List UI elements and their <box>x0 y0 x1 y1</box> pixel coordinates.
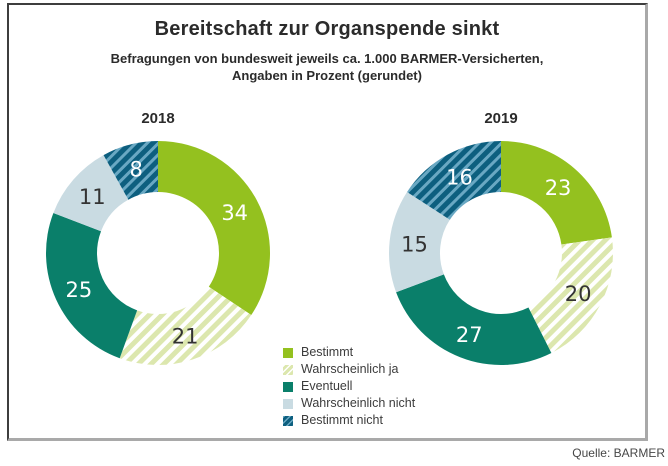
chart-title: Bereitschaft zur Organspende sinkt <box>154 18 500 40</box>
donut-2018-value-eventuell: 25 <box>65 278 92 302</box>
donut-2019-slice-bestimmt-nicht <box>407 141 501 220</box>
donut-2019-slice-eventuell <box>396 274 552 365</box>
chart-subtitle-line2: Angaben in Prozent (gerundet) <box>232 68 422 83</box>
legend-swatch-bestimmt <box>283 347 293 358</box>
donut-2019-year-label: 2019 <box>484 110 518 127</box>
legend-item-wahrscheinlich-nicht: Wahrscheinlich nicht <box>283 395 415 412</box>
chart-subtitle-line1: Befragungen von bundesweit jeweils ca. 1… <box>110 51 544 66</box>
legend-swatch-wahrscheinlich-nicht <box>283 398 293 409</box>
legend-item-bestimmt: Bestimmt <box>283 344 415 361</box>
donut-2018-slice-bestimmt <box>158 141 271 316</box>
donut-2018-year-label: 2018 <box>141 110 175 127</box>
donut-2018-value-bestimmt-nicht: 8 <box>129 158 142 182</box>
legend: Bestimmt Wahrscheinlich ja Eventuell Wah… <box>283 344 415 429</box>
legend-item-bestimmt-nicht: Bestimmt nicht <box>283 412 415 429</box>
donut-2018-slice-bestimmt-nicht <box>103 141 158 200</box>
chart-frame: Bereitschaft zur Organspende sinkt Befra… <box>7 3 648 441</box>
legend-label-bestimmt-nicht: Bestimmt nicht <box>301 413 383 427</box>
donut-2019-slice-wahrscheinlich-ja <box>528 237 613 354</box>
donut-2018-slice-wahrscheinlich-ja <box>119 286 252 366</box>
donut-chart-2019: 23 20 27 15 16 <box>389 141 613 365</box>
donut-2019-value-eventuell: 27 <box>456 323 483 347</box>
chart-subtitle: Befragungen von bundesweit jeweils ca. 1… <box>9 50 645 84</box>
legend-label-wahrscheinlich-ja: Wahrscheinlich ja <box>301 362 399 376</box>
donut-2018-value-wahrscheinlich-nicht: 11 <box>79 185 106 209</box>
legend-label-bestimmt: Bestimmt <box>301 345 354 359</box>
donut-2019-value-wahrscheinlich-ja: 20 <box>565 282 592 306</box>
legend-swatch-bestimmt-nicht <box>283 415 293 426</box>
donut-2018-slice-wahrscheinlich-nicht <box>53 155 129 232</box>
donut-2018-value-wahrscheinlich-ja: 21 <box>172 325 199 349</box>
legend-swatch-eventuell <box>283 381 293 392</box>
donut-2019-value-bestimmt-nicht: 16 <box>446 165 473 189</box>
donut-2018-value-bestimmt: 34 <box>221 201 248 225</box>
donut-group-2018: 2018 34 21 25 11 8 <box>40 111 276 371</box>
donut-group-2019: 2019 23 20 27 15 16 <box>383 111 619 371</box>
donut-2019-value-bestimmt: 23 <box>545 176 572 200</box>
legend-label-wahrscheinlich-nicht: Wahrscheinlich nicht <box>301 396 416 410</box>
legend-swatch-wahrscheinlich-ja <box>283 364 293 375</box>
legend-label-eventuell: Eventuell <box>301 379 353 393</box>
donut-2019-value-wahrscheinlich-nicht: 15 <box>401 232 428 256</box>
donut-2019-slice-wahrscheinlich-nicht <box>389 192 450 293</box>
donut-2019-slice-bestimmt <box>501 141 612 245</box>
donut-2018-slice-eventuell <box>46 213 138 359</box>
donut-chart-2018: 34 21 25 11 8 <box>46 141 271 366</box>
legend-item-wahrscheinlich-ja: Wahrscheinlich ja <box>283 361 415 378</box>
source-credit: Quelle: BARMER <box>572 446 665 460</box>
legend-item-eventuell: Eventuell <box>283 378 415 395</box>
